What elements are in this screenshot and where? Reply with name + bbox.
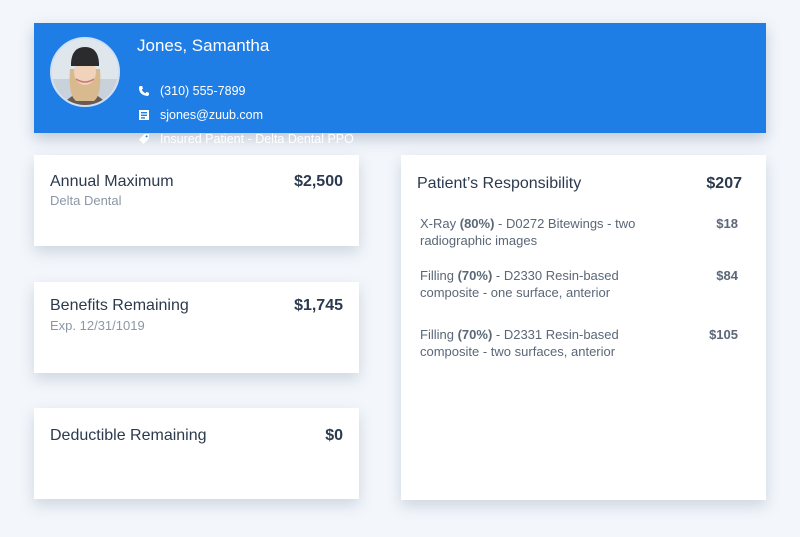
annual-maximum-title: Annual Maximum	[50, 173, 174, 190]
deductible-remaining-value: $0	[325, 427, 343, 444]
patient-responsibility-card: Patient’s Responsibility $207 X-Ray (80%…	[401, 155, 766, 500]
coverage-percent: (70%)	[457, 327, 493, 342]
annual-maximum-value: $2,500	[294, 173, 343, 190]
phone-icon	[138, 85, 150, 97]
responsibility-item: Filling (70%) - D2331 Resin-based compos…	[420, 326, 738, 360]
avatar[interactable]	[50, 37, 120, 107]
service-name: Filling	[420, 268, 454, 283]
procedure-description: - D2331 Resin-based composite - two surf…	[420, 327, 619, 359]
benefits-remaining-value: $1,745	[294, 297, 343, 314]
deductible-remaining-card: Deductible Remaining $0	[34, 408, 359, 499]
item-amount: $84	[716, 268, 738, 283]
annual-maximum-card: Annual Maximum Delta Dental $2,500	[34, 155, 359, 246]
item-amount: $18	[716, 216, 738, 231]
insurance-status: Insured Patient - Delta Dental PPO	[160, 132, 354, 146]
procedure-description: - D0272 Bitewings - two radiographic ima…	[420, 216, 636, 248]
email-address[interactable]: sjones@zuub.com	[160, 108, 264, 122]
responsibility-item: X-Ray (80%) - D0272 Bitewings - two radi…	[420, 215, 738, 249]
coverage-percent: (80%)	[459, 216, 495, 231]
item-amount: $105	[709, 327, 738, 342]
insurance-row: Insured Patient - Delta Dental PPO	[138, 132, 354, 146]
service-name: Filling	[420, 327, 454, 342]
tag-icon	[138, 133, 150, 145]
avatar-photo	[52, 39, 118, 105]
phone-number[interactable]: (310) 555-7899	[160, 84, 246, 98]
responsibility-item: Filling (70%) - D2330 Resin-based compos…	[420, 267, 738, 301]
annual-maximum-subtitle: Delta Dental	[50, 193, 122, 208]
email-row: sjones@zuub.com	[138, 108, 263, 122]
patient-header: Jones, Samantha (310) 555-7899 sjones@zu…	[34, 23, 766, 146]
benefits-remaining-title: Benefits Remaining	[50, 297, 189, 314]
service-name: X-Ray	[420, 216, 457, 231]
phone-row: (310) 555-7899	[138, 84, 245, 98]
benefits-remaining-card: Benefits Remaining Exp. 12/31/1019 $1,74…	[34, 282, 359, 373]
coverage-percent: (70%)	[457, 268, 493, 283]
benefits-remaining-expiry: Exp. 12/31/1019	[50, 318, 145, 333]
responsibility-title: Patient’s Responsibility	[417, 175, 582, 192]
patient-name: Jones, Samantha	[137, 36, 270, 55]
responsibility-total: $207	[706, 175, 742, 192]
procedure-description: - D2330 Resin-based composite - one surf…	[420, 268, 619, 300]
mail-icon	[138, 109, 150, 121]
deductible-remaining-title: Deductible Remaining	[50, 427, 207, 444]
